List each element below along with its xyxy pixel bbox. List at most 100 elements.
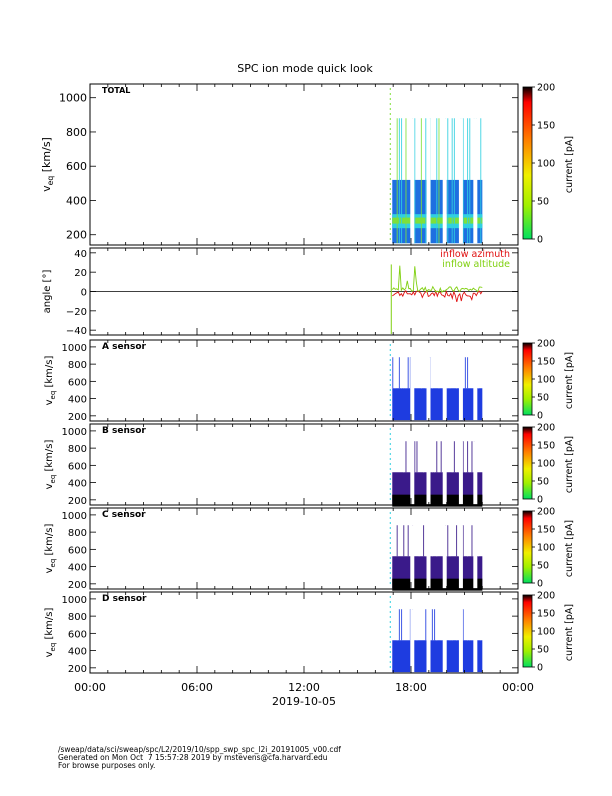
spectrogram-streak bbox=[471, 525, 472, 556]
spectrogram-gap-column bbox=[426, 118, 430, 243]
spectrogram-streak bbox=[454, 118, 455, 243]
colorbar-label: current [pA] bbox=[564, 352, 575, 409]
colorbar-tick-label: 0 bbox=[537, 495, 543, 506]
colorbar-3 bbox=[523, 427, 532, 499]
spectrogram-gap-column bbox=[426, 441, 430, 504]
x-tick-label: 18:00 bbox=[395, 681, 427, 694]
colorbar-label: current [pA] bbox=[564, 436, 575, 493]
spectrogram-gap-column bbox=[410, 525, 414, 588]
spectrogram-gap-column bbox=[459, 525, 463, 588]
spectrogram-gap-column bbox=[473, 441, 477, 504]
spectrogram-streak bbox=[403, 525, 404, 556]
colorbar-label: current [pA] bbox=[564, 604, 575, 661]
y-tick-label: 800 bbox=[68, 528, 87, 539]
spectrogram-gap-column bbox=[410, 441, 414, 504]
spectrogram-streak bbox=[434, 441, 435, 472]
spectrogram-streak bbox=[397, 118, 398, 243]
spectrogram-streak bbox=[467, 118, 468, 243]
footer: /sweap/data/sci/sweap/spc/L2/2019/10/spp… bbox=[58, 746, 341, 770]
colorbar-tick-label: 100 bbox=[537, 459, 555, 470]
y-tick-label: 1000 bbox=[62, 343, 87, 354]
spectrogram-streak bbox=[392, 357, 393, 388]
spectrogram-streak bbox=[467, 609, 468, 640]
spectrogram-gap-column bbox=[426, 357, 430, 420]
footer-disclaimer: For browse purposes only. bbox=[58, 762, 341, 770]
colorbar-tick-label: 200 bbox=[537, 83, 555, 94]
y-tick-label: 1000 bbox=[62, 427, 87, 438]
colorbar-tick-label: 0 bbox=[537, 411, 543, 422]
colorbar-tick-label: 200 bbox=[537, 423, 555, 434]
colorbar-tick-label: 50 bbox=[537, 561, 549, 572]
spectrogram-gap-column bbox=[410, 118, 414, 243]
spectrogram-streak bbox=[397, 609, 398, 640]
spectrogram-streak bbox=[436, 525, 437, 556]
panel-label: B sensor bbox=[102, 426, 146, 436]
y-tick-label: 200 bbox=[68, 496, 87, 507]
y-axis-label: veq [km/s] bbox=[44, 440, 57, 490]
spectrogram-streak bbox=[432, 609, 433, 640]
spectrogram-streak bbox=[399, 609, 400, 640]
y-tick-label: −20 bbox=[66, 307, 87, 318]
colorbar-label: current [pA] bbox=[564, 520, 575, 577]
colorbar-tick-label: 50 bbox=[537, 393, 549, 404]
spectrogram-streak bbox=[447, 525, 448, 556]
spectrogram-streak bbox=[447, 118, 448, 243]
colorbar-tick-label: 200 bbox=[537, 507, 555, 518]
spectrogram-streak bbox=[456, 525, 457, 556]
y-tick-label: 0 bbox=[81, 288, 87, 299]
spectrogram-streak bbox=[401, 118, 402, 243]
colorbar-0 bbox=[523, 87, 532, 239]
colorbar-tick-label: 100 bbox=[537, 375, 555, 386]
series-azimuth bbox=[392, 291, 482, 302]
y-tick-label: 200 bbox=[68, 580, 87, 591]
spectrogram-streak bbox=[401, 357, 402, 388]
spectrogram-streak bbox=[436, 441, 437, 472]
spectrogram-gap-column bbox=[473, 525, 477, 588]
colorbar-tick-label: 100 bbox=[537, 627, 555, 638]
panel-5: 1000800600400200veq [km/s]C sensor 200150… bbox=[44, 507, 575, 591]
spectrogram-gap-column bbox=[410, 609, 414, 672]
colorbar-tick-label: 150 bbox=[537, 525, 555, 536]
panel-1: 1000800600400200veq [km/s]TOTAL 200150100… bbox=[40, 83, 575, 246]
spectrogram-streak bbox=[449, 525, 450, 556]
spectrogram-streak bbox=[449, 609, 450, 640]
figure-title: SPC ion mode quick look bbox=[237, 62, 373, 75]
quicklook-figure: SPC ion mode quick look 1000 800 600 400 200… bbox=[0, 0, 612, 792]
spectrogram-streak bbox=[467, 525, 468, 556]
y-tick-label: 600 bbox=[68, 545, 87, 556]
colorbar-4 bbox=[523, 511, 532, 583]
spectrogram-gap-column bbox=[443, 357, 447, 420]
spectrogram-streak bbox=[436, 118, 437, 243]
y-tick-label: 400 bbox=[68, 479, 87, 490]
spectrogram-gap-column bbox=[426, 609, 430, 672]
spectrogram-streak bbox=[441, 441, 442, 472]
spectrogram-streak bbox=[423, 441, 424, 472]
y-tick-label: 800 bbox=[68, 444, 87, 455]
colorbar-2 bbox=[523, 343, 532, 415]
y-tick-label: 600 bbox=[68, 377, 87, 388]
spectrogram-streak bbox=[452, 441, 453, 472]
colorbar-tick-label: 150 bbox=[537, 441, 555, 452]
spectrogram-streak bbox=[414, 118, 415, 243]
y-tick-label: 600 bbox=[68, 629, 87, 640]
spectrogram-streak bbox=[397, 525, 398, 556]
spectrogram-streak bbox=[423, 525, 424, 556]
panel-label: D sensor bbox=[102, 594, 147, 604]
spectrogram-streak bbox=[447, 357, 448, 388]
panel-label: C sensor bbox=[102, 510, 146, 520]
spectrogram-streak bbox=[454, 441, 455, 472]
x-tick-label: 00:00 bbox=[74, 681, 106, 694]
colorbar-label: current [pA] bbox=[564, 136, 575, 193]
y-axis-label: angle [°] bbox=[42, 270, 53, 314]
spectrogram-gap-column bbox=[443, 441, 447, 504]
spectrogram-streak bbox=[421, 357, 422, 388]
spectrogram-streak bbox=[405, 118, 406, 243]
spectrogram-streak bbox=[432, 441, 433, 472]
colorbar-tick-label: 200 bbox=[537, 339, 555, 350]
spectrogram-streak bbox=[403, 441, 404, 472]
y-axis-label: veq [km/s] bbox=[40, 137, 55, 192]
colorbar-tick-label: 0 bbox=[537, 579, 543, 590]
spectrogram-streak bbox=[438, 441, 439, 472]
